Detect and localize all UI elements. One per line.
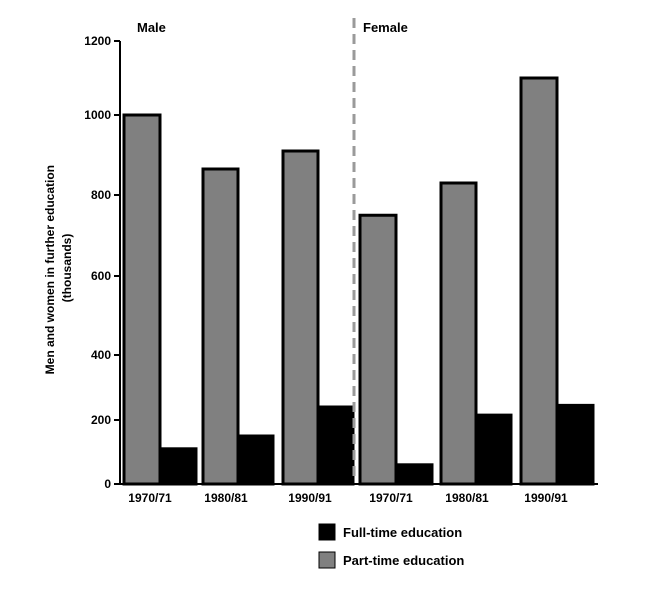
legend-label: Part-time education	[343, 553, 464, 568]
full-time-bar	[316, 405, 355, 486]
legend-swatch	[318, 523, 336, 541]
x-category-label: 1980/81	[445, 491, 489, 505]
y-axis-title-line-1: Men and women in further education	[43, 165, 57, 374]
group-labels: Male Female	[137, 20, 408, 35]
y-tick-label: 1200	[84, 34, 111, 48]
y-tick-label: 400	[91, 348, 111, 362]
bars-layer	[122, 76, 595, 486]
part-time-bar	[201, 167, 240, 486]
y-axis-title-line-2: (thousands)	[60, 234, 74, 303]
full-time-bar	[158, 447, 198, 486]
full-time-bar	[236, 434, 275, 486]
part-time-bar	[439, 181, 478, 486]
part-time-bar	[358, 213, 398, 486]
full-time-bar	[394, 463, 434, 486]
x-category-labels: 1970/71 1980/81 1990/91 1970/71 1980/81 1990/…	[128, 491, 568, 505]
y-tick-label: 0	[104, 477, 111, 491]
full-time-bar	[474, 413, 513, 486]
x-category-label: 1990/91	[288, 491, 332, 505]
full-time-bar	[555, 403, 595, 486]
x-category-label: 1980/81	[204, 491, 248, 505]
group-label: Male	[137, 20, 166, 35]
y-tick-label: 800	[91, 188, 111, 202]
y-ticks: 0 200 400 600 800 1000 1200	[84, 34, 120, 491]
legend-swatch	[318, 551, 336, 569]
part-time-bar	[281, 149, 320, 486]
y-tick-label: 200	[91, 413, 111, 427]
group-label: Female	[363, 20, 408, 35]
x-category-label: 1970/71	[369, 491, 413, 505]
x-category-label: 1990/91	[524, 491, 568, 505]
legend-label: Full-time education	[343, 525, 462, 540]
part-time-bar	[519, 76, 559, 486]
y-tick-label: 1000	[84, 108, 111, 122]
part-time-bar	[122, 113, 162, 486]
y-axis-title: Men and women in further education (thou…	[43, 162, 74, 375]
y-tick-label: 600	[91, 269, 111, 283]
x-category-label: 1970/71	[128, 491, 172, 505]
legend: Full-time education Part-time education	[318, 523, 464, 569]
